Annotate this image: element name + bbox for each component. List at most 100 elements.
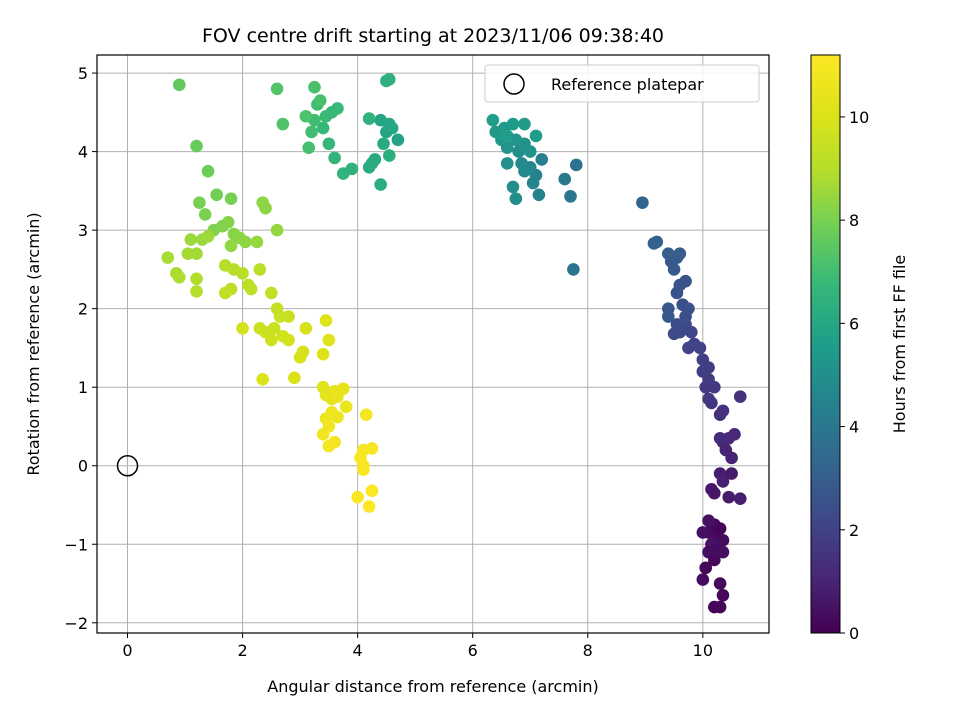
- data-point: [535, 153, 549, 166]
- y-axis-ticks: −2 −1 0 1 2 3 4 5: [64, 64, 97, 633]
- data-point: [172, 270, 186, 284]
- data-point: [486, 113, 500, 127]
- y-tick-label: 0: [78, 457, 88, 476]
- colorbar: [810, 54, 841, 634]
- data-point: [567, 263, 580, 276]
- data-points: [161, 73, 747, 614]
- x-tick-label: 6: [468, 641, 478, 660]
- data-point: [702, 361, 715, 374]
- data-point: [564, 190, 577, 203]
- data-point: [699, 561, 713, 575]
- data-point: [322, 333, 336, 347]
- x-tick-label: 4: [353, 641, 363, 660]
- data-point: [362, 161, 376, 174]
- data-point: [523, 145, 537, 158]
- data-point: [500, 157, 514, 170]
- data-point: [682, 341, 695, 355]
- data-point: [270, 223, 284, 237]
- y-tick-label: 5: [78, 64, 88, 83]
- data-point: [198, 208, 212, 221]
- data-point: [713, 577, 727, 590]
- data-point: [351, 490, 364, 504]
- data-point: [506, 180, 520, 194]
- data-point: [250, 235, 264, 249]
- chart-title: FOV centre drift starting at 2023/11/06 …: [202, 25, 664, 47]
- data-point: [201, 164, 215, 178]
- data-point: [322, 420, 336, 433]
- x-tick-label: 10: [693, 641, 713, 660]
- data-point: [647, 237, 661, 250]
- data-point: [569, 158, 583, 172]
- data-point: [339, 400, 353, 414]
- data-point: [374, 178, 387, 191]
- data-point: [676, 298, 689, 312]
- data-point: [190, 247, 203, 260]
- data-point: [256, 373, 269, 386]
- data-point: [670, 318, 684, 331]
- colorbar-tick-label: 10: [849, 108, 869, 127]
- data-point: [273, 310, 287, 323]
- colorbar-tick-label: 2: [849, 521, 859, 540]
- data-point: [322, 137, 336, 151]
- data-point: [728, 428, 741, 441]
- data-point: [239, 235, 252, 249]
- data-point: [276, 117, 290, 131]
- data-point: [244, 282, 258, 296]
- data-point: [201, 230, 215, 243]
- data-point: [391, 133, 405, 147]
- data-point: [377, 137, 390, 151]
- data-point: [702, 514, 715, 527]
- data-point: [282, 310, 295, 323]
- data-point: [713, 522, 727, 535]
- data-point: [219, 286, 232, 300]
- data-point: [190, 139, 203, 153]
- data-point: [357, 463, 370, 476]
- data-point: [184, 233, 198, 246]
- y-tick-label: −1: [64, 535, 88, 554]
- x-axis-ticks: 0 2 4 6 8 10: [122, 633, 713, 660]
- data-point: [161, 251, 175, 264]
- data-point: [362, 500, 376, 513]
- y-tick-label: 1: [78, 378, 88, 397]
- data-point: [319, 109, 333, 123]
- colorbar-tick-label: 0: [849, 624, 859, 643]
- y-axis-label: Rotation from reference (arcmin): [24, 212, 43, 475]
- legend: Reference platepar: [484, 64, 760, 103]
- data-point: [733, 390, 747, 403]
- data-point: [224, 192, 238, 206]
- colorbar-tick-label: 4: [849, 418, 859, 437]
- data-point: [716, 589, 730, 602]
- data-point: [302, 141, 316, 154]
- data-point: [716, 404, 730, 418]
- data-point: [500, 129, 514, 143]
- data-point: [710, 541, 724, 555]
- x-tick-label: 0: [122, 641, 132, 660]
- reference-platepar-marker: [116, 454, 139, 477]
- colorbar-tick-label: 6: [849, 314, 859, 333]
- data-point: [733, 492, 747, 506]
- y-tick-label: 4: [78, 143, 88, 162]
- data-point: [518, 117, 531, 131]
- data-point: [385, 121, 399, 135]
- data-point: [636, 196, 649, 209]
- y-tick-label: 2: [78, 300, 88, 319]
- data-point: [529, 129, 543, 143]
- data-point: [662, 310, 675, 323]
- data-point: [253, 263, 267, 276]
- data-point: [509, 192, 523, 206]
- data-point: [558, 172, 572, 186]
- data-point: [172, 78, 186, 92]
- data-point: [293, 351, 307, 364]
- data-point: [506, 117, 520, 131]
- data-point: [382, 73, 396, 86]
- data-point: [336, 167, 350, 180]
- data-point: [224, 239, 238, 253]
- data-point: [679, 274, 692, 288]
- x-tick-label: 2: [237, 641, 247, 660]
- data-point: [253, 321, 267, 335]
- data-point: [708, 553, 721, 567]
- data-point: [713, 600, 727, 614]
- data-point: [722, 490, 736, 504]
- data-point: [265, 286, 278, 300]
